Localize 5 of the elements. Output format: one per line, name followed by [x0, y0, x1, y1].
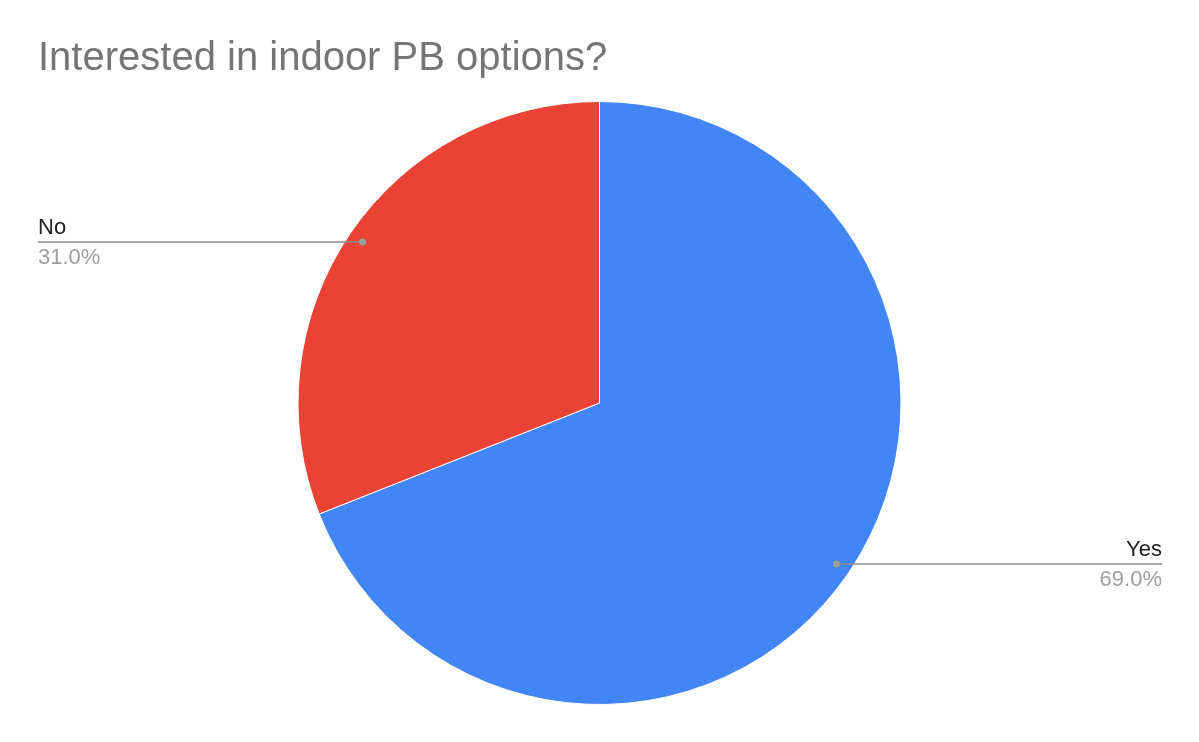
data-label: 31.0%: [38, 244, 101, 270]
data-label: 69.0%: [1099, 565, 1162, 591]
chart-title: Interested in indoor PB options?: [38, 34, 608, 78]
slice-label: No: [38, 214, 67, 240]
slice-label: Yes: [1126, 535, 1162, 561]
